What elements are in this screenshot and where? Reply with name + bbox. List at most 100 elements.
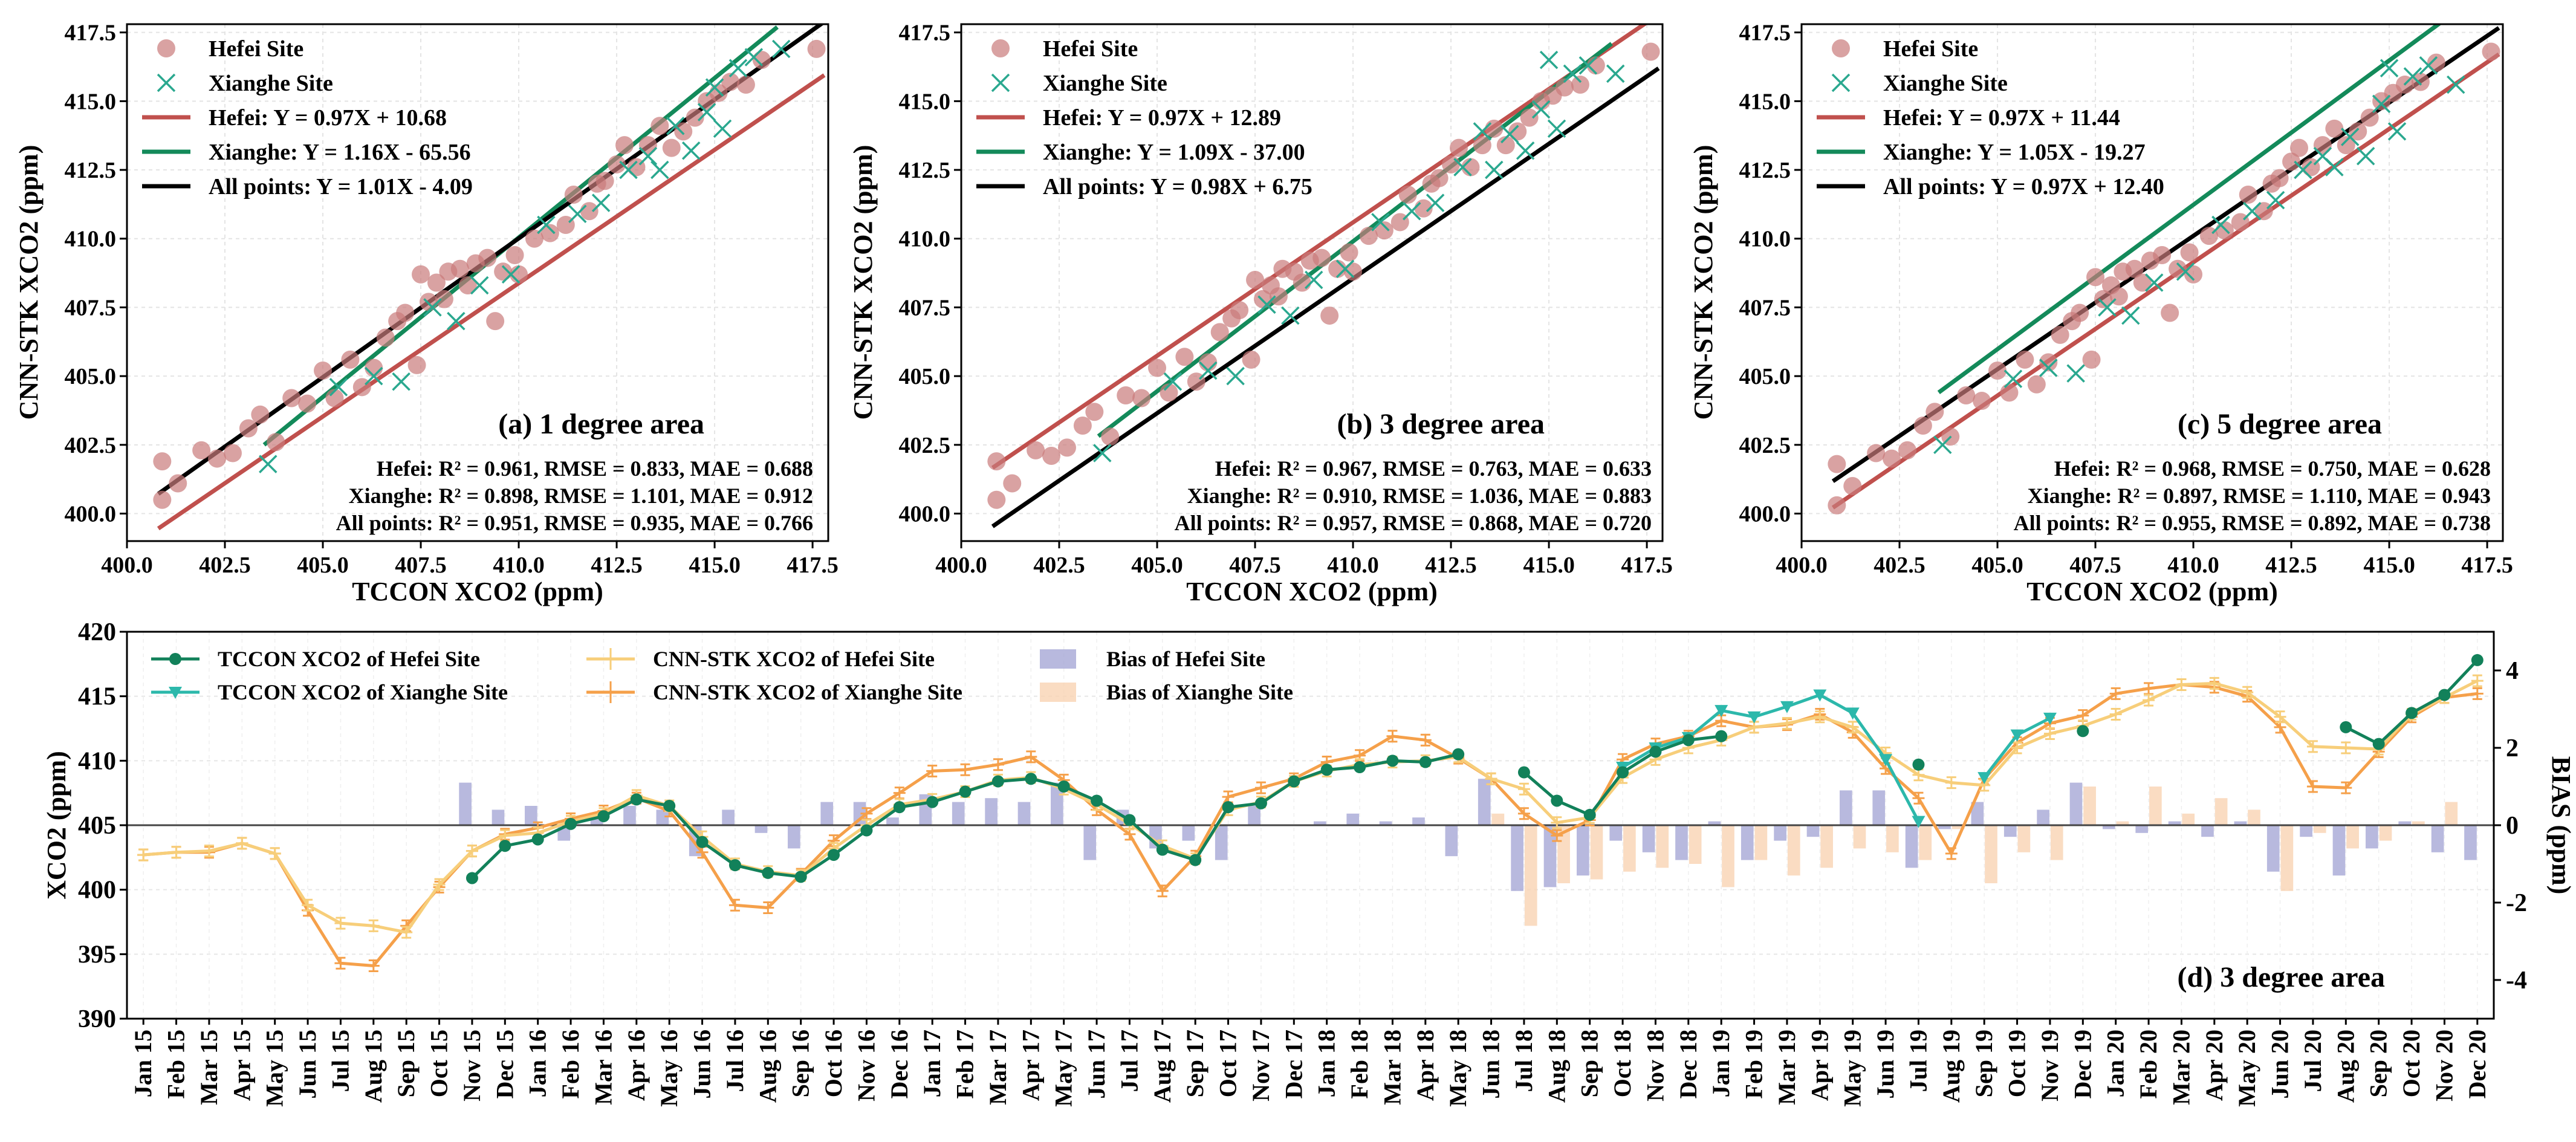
tccon-xianghe-marker	[2043, 712, 2057, 725]
panel-b-xtick-label: 415.0	[1523, 553, 1575, 578]
panel-c-hefei-point	[1828, 496, 1846, 514]
bias-xianghe-bar	[1722, 825, 1734, 887]
panel-c-xlabel: TCCON XCO2 (ppm)	[2026, 577, 2278, 606]
cnn-xianghe-marker	[926, 764, 939, 777]
bias-hefei-bar	[788, 825, 800, 849]
tccon-xianghe-marker	[1813, 689, 1827, 702]
cnn-hefei-marker	[2109, 708, 2122, 721]
tccon-hefei-marker	[860, 824, 873, 837]
panel-a-frame	[126, 23, 829, 542]
panel-a-xianghe-point	[568, 204, 587, 224]
tccon-hefei-marker	[1452, 748, 1465, 761]
panel-a-xianghe-point	[501, 265, 521, 284]
panel-d-xtick-label: Jul 18	[1510, 1030, 1537, 1092]
panel-a-hefei-point	[478, 248, 497, 267]
panel-a-hefei-point	[525, 229, 543, 248]
panel-c-xianghe-point	[2380, 59, 2399, 78]
panel-c-hefei-point	[1843, 477, 1862, 496]
panel-a-hefei-point	[505, 246, 524, 265]
panel-c-ytick-label: 407.5	[1739, 295, 1791, 320]
cnn-hefei-marker	[334, 917, 347, 930]
panel-a-hefei-point	[458, 276, 477, 295]
cnn-xianghe-marker	[1386, 730, 1399, 743]
panel-a-xianghe-point	[681, 141, 701, 160]
panel-a-hefei-point	[721, 73, 739, 91]
panel-c-stat-hefei: Hefei: R² = 0.968, RMSE = 0.750, MAE = 0…	[2054, 456, 2491, 481]
panel-b-hefei-point	[1398, 185, 1417, 204]
cnn-hefei-marker	[2011, 741, 2023, 754]
panel-c-fit-xianghe	[1937, 24, 2442, 395]
panel-d-title: (d) 3 degree area	[2178, 961, 2385, 993]
bias-hefei-bar	[1445, 825, 1458, 857]
panel-a-legend-label: Xianghe: Y = 1.16X - 65.56	[209, 140, 471, 165]
panel-b-hefei-point	[1496, 136, 1515, 155]
panel-b-legend-label: Hefei: Y = 0.97X + 12.89	[1043, 105, 1281, 131]
panel-c-ytick-label: 412.5	[1739, 158, 1791, 183]
tccon-hefei-marker	[1320, 764, 1333, 776]
tccon-hefei-marker	[1254, 797, 1267, 809]
panel-d-legend: TCCON XCO2 of Hefei Site TCCON XCO2 of Xi…	[151, 647, 1293, 704]
bias-hefei-bar	[2103, 825, 2115, 829]
panel-a-hefei-point	[267, 433, 285, 452]
panel-b-xianghe-point	[1578, 56, 1598, 75]
tccon-hefei-marker	[565, 817, 577, 830]
panel-d-xtick-label: Aug 15	[360, 1030, 387, 1103]
panel-b-legend-label: Hefei Site	[1043, 36, 1138, 62]
bias-xianghe-bar	[2313, 825, 2326, 833]
panel-c-title: (c) 5 degree area	[2178, 408, 2382, 440]
panel-d-xtick-label: Sep 19	[1970, 1030, 1997, 1097]
panel-d-xtick-label: Apr 18	[1412, 1030, 1439, 1101]
tccon-hefei-marker	[926, 796, 939, 808]
panel-d-xtick-label: Mar 18	[1378, 1030, 1406, 1105]
panel-c-xianghe-point	[2446, 75, 2465, 94]
panel-a-scatter: 400.0 400.0 402.5 402.5 405.0 405.0 407.5 407.5…	[14, 21, 839, 606]
tccon-hefei-marker	[1386, 754, 1399, 767]
panel-b-hefei-point	[1042, 447, 1061, 466]
panel-a-stat-all: All points: R² = 0.951, RMSE = 0.935, MA…	[336, 511, 813, 535]
panel-d-xtick-label: May 18	[1444, 1030, 1471, 1107]
panel-c-hefei-point	[2184, 265, 2203, 284]
panel-d-legend-label: Bias of Hefei Site	[1106, 647, 1265, 671]
panel-b-fit-all	[991, 67, 1660, 528]
panel-b-xtick-label: 412.5	[1425, 553, 1477, 578]
cnn-xianghe-marker	[1222, 790, 1234, 803]
tccon-hefei-marker	[893, 801, 906, 814]
panel-a-hefei-point	[365, 358, 383, 377]
panel-a-xlabel: TCCON XCO2 (ppm)	[352, 577, 603, 606]
tccon-hefei-marker	[991, 775, 1004, 788]
panel-d-ylabel-right: BIAS (ppm)	[2546, 756, 2576, 895]
panel-c-xtick-label: 410.0	[2167, 553, 2219, 578]
panel-a-xtick-label: 407.5	[395, 553, 447, 578]
cnn-xianghe-marker	[2109, 687, 2122, 700]
bias-xianghe-bar	[2280, 825, 2294, 891]
tccon-hefei-marker	[1682, 734, 1695, 747]
panel-a-legend-label: Hefei: Y = 0.97X + 10.68	[209, 105, 447, 131]
panel-c-hefei-point	[2180, 243, 2199, 262]
panel-b-title: (b) 3 degree area	[1337, 408, 1545, 440]
panel-c-hefei-point	[2086, 268, 2105, 287]
panel-a-hefei-point	[192, 441, 211, 459]
panel-a-hefei-point	[419, 293, 438, 311]
panel-c-xianghe-point	[2121, 306, 2140, 325]
bias-hefei-bar	[1083, 825, 1097, 860]
bias-hefei-bar	[1708, 821, 1721, 825]
panel-a-hefei-point	[486, 312, 505, 331]
bias-hefei-bar	[1478, 779, 1491, 825]
panel-c-hefei-point	[2051, 325, 2069, 344]
panel-c-legend-label: Hefei Site	[1883, 36, 1978, 62]
bias-hefei-bar	[1675, 825, 1688, 860]
panel-c-ytick-label: 410.0	[1739, 227, 1791, 252]
panel-d-legend-label: CNN-STK XCO2 of Xianghe Site	[653, 680, 962, 704]
panel-d-xtick-label: Feb 18	[1346, 1030, 1373, 1098]
bias-hefei-bar	[623, 806, 636, 825]
panel-c-hefei-point	[2082, 350, 2101, 369]
cnn-xianghe-marker	[1517, 807, 1530, 820]
panel-c-xtick-label: 412.5	[2265, 553, 2317, 578]
cnn-hefei-marker	[203, 845, 215, 858]
bias-xianghe-bar	[2182, 813, 2195, 825]
panel-a-legend-label: All points: Y = 1.01X - 4.09	[209, 174, 473, 200]
panel-b-xianghe-point	[1563, 64, 1582, 83]
panel-c-hefei-point	[2169, 259, 2187, 278]
bias-xianghe-bar	[1590, 825, 1603, 880]
panel-d-ylabel: XCO2 (ppm)	[42, 751, 71, 900]
